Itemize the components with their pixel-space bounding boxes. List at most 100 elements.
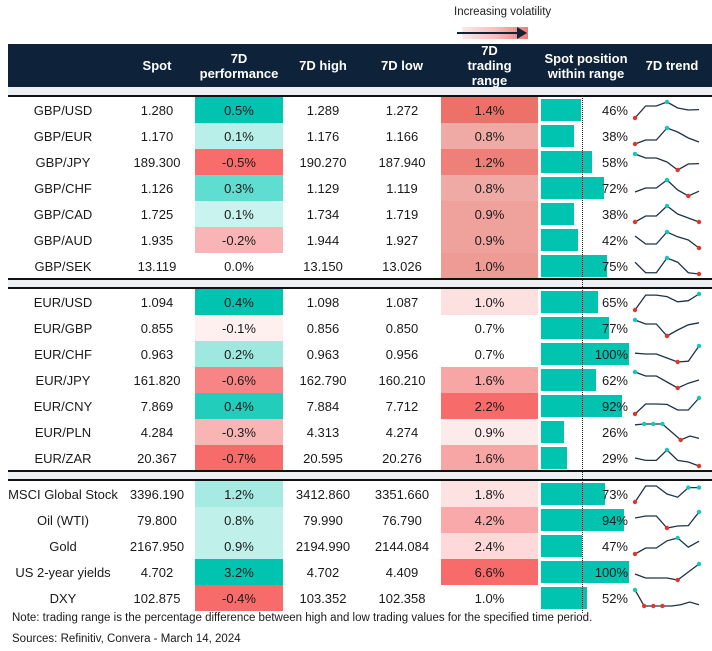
sources: Sources: Refinitiv, Convera - March 14, … <box>12 633 241 645</box>
high-value: 2194.990 <box>295 538 351 554</box>
low-value: 3351.660 <box>374 486 430 502</box>
table-row: EUR/USD 1.094 0.4% 1.098 1.087 1.0% 65% <box>0 289 712 315</box>
sparkline-line <box>634 101 700 119</box>
sparkline-high-point <box>664 99 670 105</box>
position-bar <box>541 343 629 365</box>
position-percent: 100% <box>594 564 628 580</box>
trend-sparkline <box>634 447 702 469</box>
trading-range-value: 1.0% <box>441 253 538 279</box>
sparkline-line <box>634 345 700 363</box>
table-row: EUR/JPY 161.820 -0.6% 162.790 160.210 1.6% 62% <box>0 367 712 393</box>
spot-value: 1.170 <box>140 128 174 144</box>
spot-value: 161.820 <box>133 372 181 388</box>
instrument-name: GBP/SEK <box>34 258 92 274</box>
sparkline-line <box>634 537 700 555</box>
sparkline-high-point <box>664 177 670 183</box>
position-bar <box>541 229 578 251</box>
instrument-name: EUR/CHF <box>34 346 92 362</box>
trend-sparkline <box>632 291 702 313</box>
spot-value: 1.280 <box>140 102 174 118</box>
section-divider <box>8 470 712 472</box>
trading-range-value: 1.2% <box>441 149 538 175</box>
trading-range-value: 0.7% <box>441 315 538 341</box>
arrow-head-icon <box>517 27 527 39</box>
position-bar <box>541 255 607 277</box>
high-value: 4.702 <box>306 564 340 580</box>
sparkline-low-point <box>675 167 680 173</box>
table-row: MSCI Global Stock 3396.190 1.2% 3412.860 335… <box>0 481 712 507</box>
position-percent: 92% <box>601 398 628 414</box>
trading-range-value: 0.9% <box>441 201 538 227</box>
position-percent: 46% <box>601 102 628 118</box>
trading-range-value: 0.9% <box>441 419 538 445</box>
performance-value: 0.9% <box>195 533 283 559</box>
trend-sparkline <box>632 203 702 225</box>
high-value: 103.352 <box>299 590 347 606</box>
performance-value: 0.5% <box>195 97 283 123</box>
low-value: 4.409 <box>385 564 419 580</box>
table-row: GBP/CAD 1.725 0.1% 1.734 1.719 0.9% 38% <box>0 201 712 227</box>
sparkline-line <box>634 293 700 311</box>
position-bar <box>541 291 599 313</box>
high-value: 190.270 <box>299 154 347 170</box>
table-row: GBP/SEK 13.119 0.0% 13.150 13.026 1.0% 75% <box>0 253 712 279</box>
position-bar <box>541 99 582 121</box>
sparkline-high-point <box>664 125 670 131</box>
table-row: EUR/CNY 7.869 0.4% 7.884 7.712 2.2% 92% <box>0 393 712 419</box>
sparkline-high-point <box>641 421 647 427</box>
position-percent: 75% <box>601 258 628 274</box>
spot-value: 4.702 <box>140 564 174 580</box>
sparkline-low-point <box>664 525 670 531</box>
low-value: 102.358 <box>378 590 426 606</box>
position-bar <box>541 151 593 173</box>
performance-value: -0.4% <box>195 585 283 611</box>
position-bar <box>541 483 606 505</box>
sparkline-line <box>634 397 700 415</box>
position-percent: 100% <box>594 346 628 362</box>
position-percent: 29% <box>601 450 628 466</box>
section-spacer <box>8 279 712 288</box>
instrument-name: Gold <box>49 538 77 554</box>
trend-sparkline <box>634 177 700 199</box>
sparkline-line <box>634 153 700 171</box>
sparkline-low-point <box>641 603 647 609</box>
sparkline-low-point <box>632 307 638 313</box>
spot-value: 0.855 <box>140 320 174 336</box>
trend-sparkline <box>632 485 702 505</box>
position-bar <box>541 177 605 199</box>
position-percent: 52% <box>601 590 628 606</box>
position-percent: 58% <box>601 154 628 170</box>
trading-range-value: 1.4% <box>441 97 538 123</box>
high-value: 1.289 <box>306 102 340 118</box>
sparkline-high-point <box>696 343 702 349</box>
low-value: 187.940 <box>378 154 426 170</box>
sparkline-high-point <box>632 587 638 593</box>
low-value: 1.119 <box>386 180 418 196</box>
sparkline-line <box>634 563 700 581</box>
position-percent: 65% <box>601 294 628 310</box>
sparkline-line <box>634 589 700 607</box>
low-value: 1.087 <box>385 294 419 310</box>
performance-value: -0.5% <box>195 149 283 175</box>
sparkline-line <box>634 127 700 145</box>
sparkline-low-point <box>696 219 702 225</box>
sparkline-low-point <box>675 577 680 583</box>
performance-value: 0.4% <box>195 393 283 419</box>
sparkline-high-point <box>651 421 656 427</box>
position-percent: 47% <box>601 538 628 554</box>
trading-range-value: 0.7% <box>441 341 538 367</box>
low-value: 0.850 <box>385 320 419 336</box>
trend-sparkline <box>632 125 700 147</box>
low-value: 1.272 <box>385 102 419 118</box>
instrument-name: EUR/GBP <box>33 320 93 336</box>
sparkline-low-point <box>675 359 680 365</box>
position-percent: 77% <box>601 320 628 336</box>
position-bar <box>541 369 596 391</box>
sparkline-high-point <box>632 369 638 375</box>
sparkline-line <box>634 319 700 337</box>
performance-value: -0.3% <box>195 419 283 445</box>
trading-range-value: 0.8% <box>441 123 538 149</box>
high-value: 1.944 <box>306 232 340 248</box>
sparkline-high-point <box>696 485 702 490</box>
performance-value: 0.8% <box>195 507 283 533</box>
